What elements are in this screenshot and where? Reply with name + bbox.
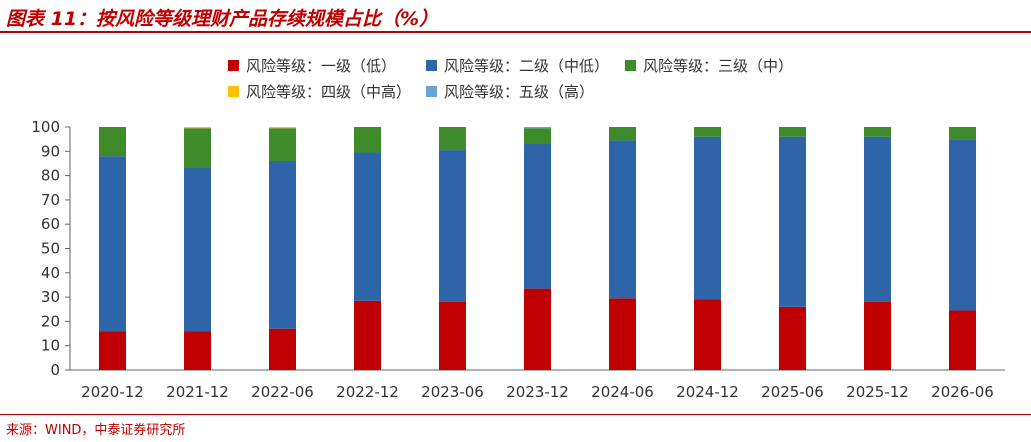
y-tick-label: 80: [41, 167, 60, 185]
legend-label: 风险等级：三级（中）: [643, 57, 793, 75]
bar-segment-1: [779, 306, 806, 370]
y-tick-label: 40: [41, 264, 60, 282]
bar-segment-2: [609, 140, 636, 299]
bar-segment-2: [354, 152, 381, 301]
x-tick-label: 2020-12: [81, 383, 144, 401]
title-bar: 图表 11：按风险等级理财产品存续规模占比（%）: [0, 0, 1031, 30]
bar-segment-3: [439, 127, 466, 151]
y-tick-label: 50: [41, 240, 60, 258]
legend-swatch: [625, 60, 636, 71]
bar-segment-3: [99, 127, 126, 157]
bar-segment-5: [524, 127, 551, 129]
bar-segment-2: [99, 156, 126, 332]
y-tick-label: 70: [41, 191, 60, 209]
legend-label: 风险等级：二级（中低）: [444, 57, 609, 75]
bar-segment-1: [269, 328, 296, 370]
x-tick-label: 2023-06: [421, 383, 484, 401]
bar-segment-2: [524, 144, 551, 289]
bar-segment-2: [269, 161, 296, 329]
bar-segment-1: [354, 300, 381, 370]
legend-swatch: [426, 60, 437, 71]
x-tick-label: 2022-06: [251, 383, 314, 401]
x-tick-label: 2021-12: [166, 383, 229, 401]
title-rule: [0, 31, 1031, 33]
legend-label: 风险等级：四级（中高）: [246, 83, 411, 101]
bar-segment-4: [184, 127, 211, 129]
bar-segment-3: [524, 128, 551, 145]
legend-label: 风险等级：五级（高）: [444, 83, 594, 101]
bar-segment-1: [609, 298, 636, 370]
y-tick-label: 100: [31, 118, 60, 136]
bar-segment-3: [184, 128, 211, 168]
x-tick-label: 2025-12: [846, 383, 909, 401]
x-tick-label: 2022-12: [336, 383, 399, 401]
source-note: 来源：WIND，中泰证券研究所: [6, 423, 186, 438]
bar-segment-3: [694, 127, 721, 137]
bar-segment-3: [864, 127, 891, 137]
bar-segment-2: [694, 136, 721, 300]
bar-segment-3: [269, 128, 296, 162]
legend-swatch: [426, 86, 437, 97]
legend-swatch: [228, 86, 239, 97]
bar-segment-1: [864, 301, 891, 370]
bar-segment-3: [354, 127, 381, 153]
bar-segment-3: [949, 127, 976, 140]
bar-segment-4: [269, 127, 296, 129]
stacked-bar-chart: 风险等级：一级（低） 风险等级：二级（中低） 风险等级：三级（中） 风险等级：四级（中…: [31, 57, 1005, 401]
bar-segment-3: [779, 127, 806, 137]
y-tick-label: 90: [41, 142, 60, 160]
bar-segment-1: [524, 288, 551, 370]
bar-segment-1: [949, 310, 976, 370]
bar-segment-3: [609, 127, 636, 141]
bar-segment-2: [949, 139, 976, 311]
bar-segment-2: [439, 150, 466, 302]
bar-segment-1: [99, 331, 126, 370]
legend-swatch: [228, 60, 239, 71]
x-tick-label: 2023-12: [506, 383, 569, 401]
y-tick-label: 10: [41, 337, 60, 355]
x-tick-label: 2024-06: [591, 383, 654, 401]
y-tick-label: 30: [41, 288, 60, 306]
x-tick-label: 2026-06: [931, 383, 994, 401]
y-tick-label: 60: [41, 215, 60, 233]
bar-segment-1: [439, 301, 466, 370]
bar-segment-2: [864, 136, 891, 302]
x-tick-label: 2024-12: [676, 383, 739, 401]
bar-segment-2: [184, 167, 211, 332]
y-tick-label: 20: [41, 312, 60, 330]
y-tick-label: 0: [50, 361, 60, 379]
x-tick-label: 2025-06: [761, 383, 824, 401]
source-rule: [0, 414, 1031, 415]
bar-segment-1: [694, 299, 721, 370]
legend-label: 风险等级：一级（低）: [246, 57, 396, 75]
bar-segment-1: [184, 331, 211, 370]
chart-title: 图表 11：按风险等级理财产品存续规模占比（%）: [6, 8, 439, 30]
bar-segment-2: [779, 136, 806, 307]
